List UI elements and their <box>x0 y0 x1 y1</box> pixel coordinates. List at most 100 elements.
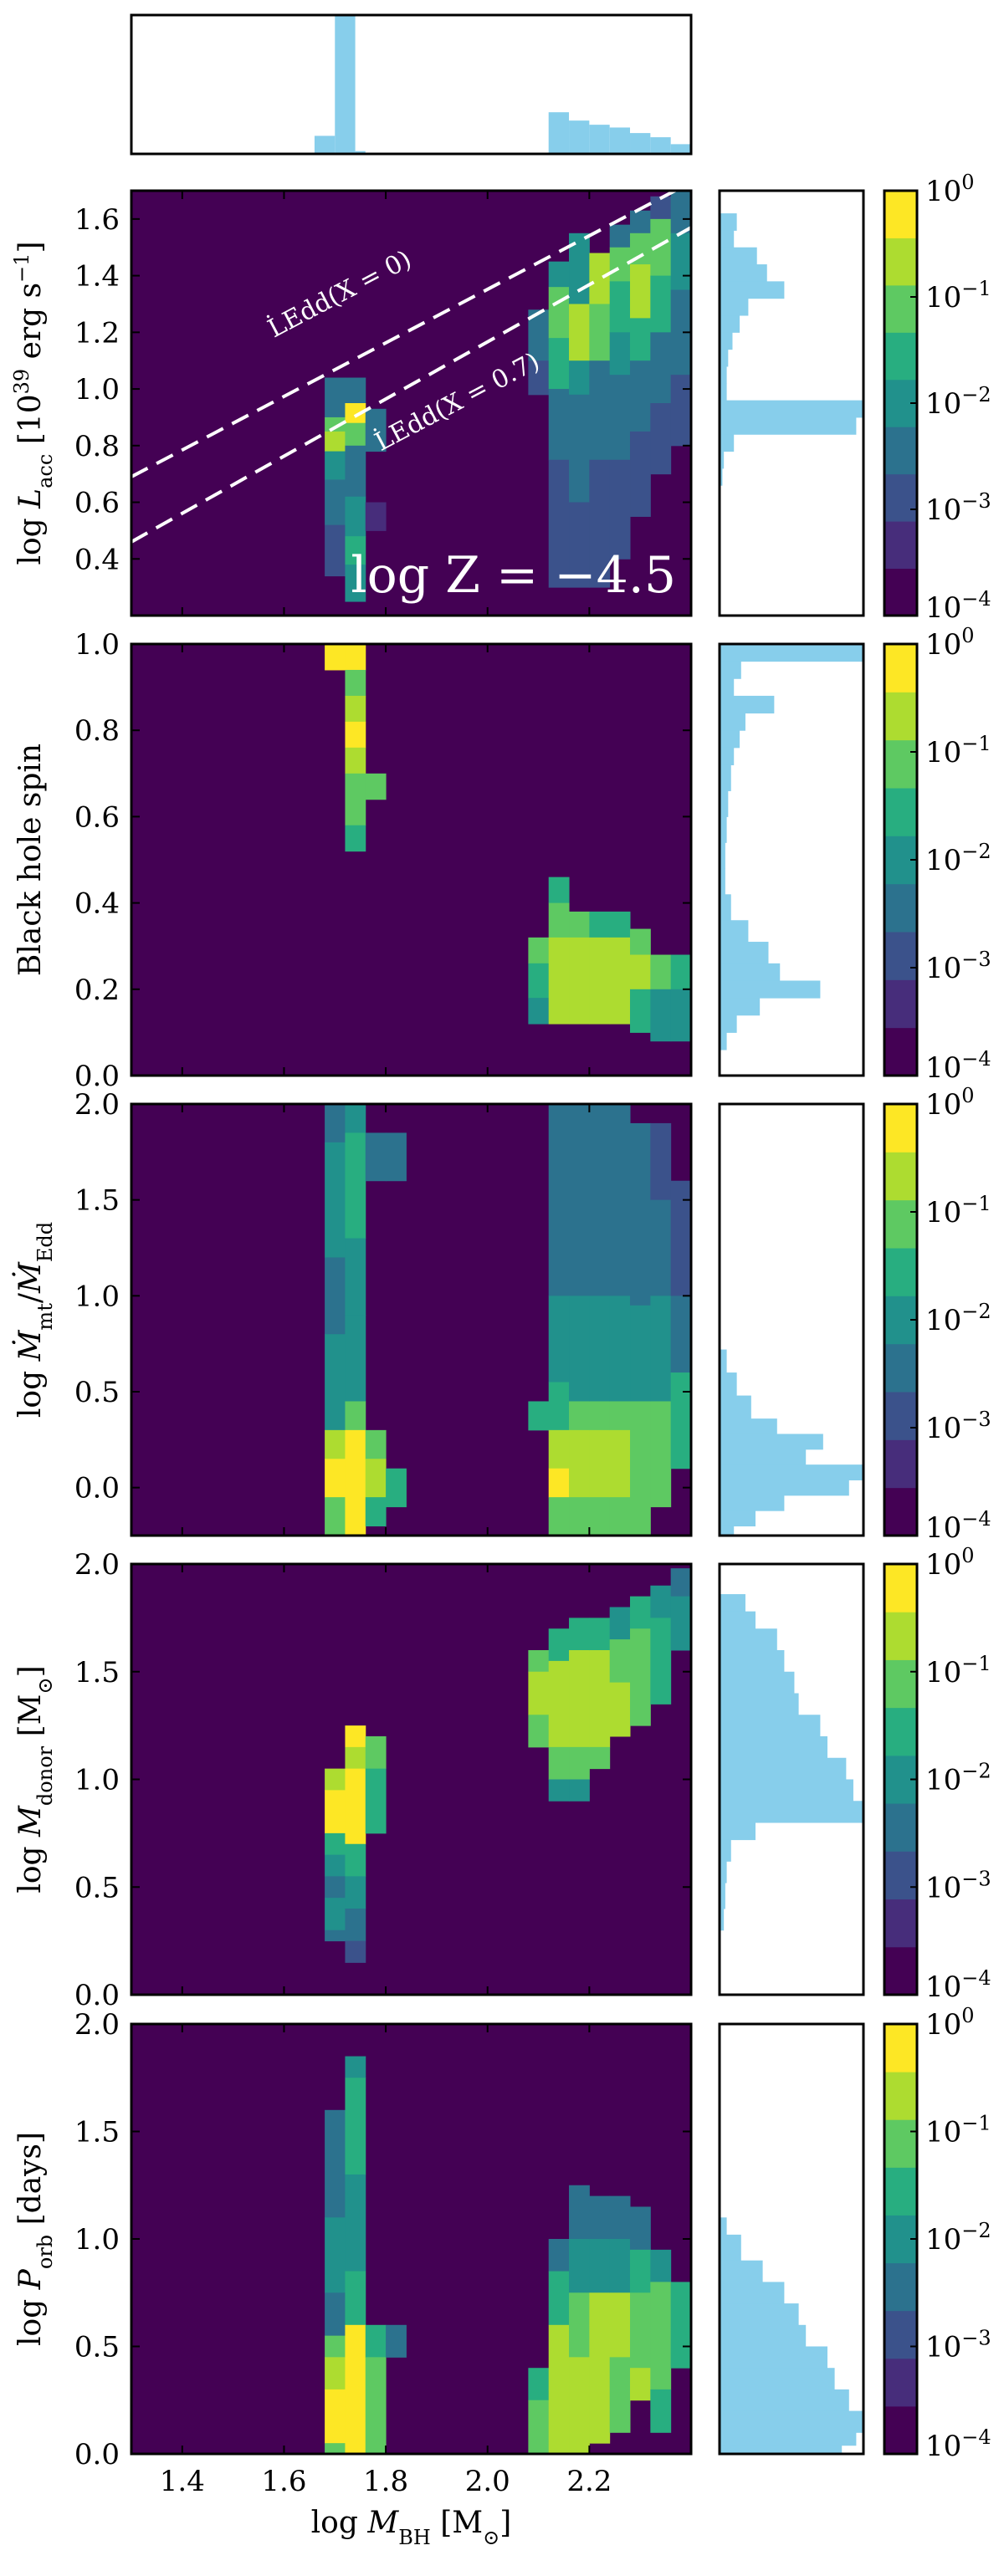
porb-side-histogram-bar-11 <box>720 2445 843 2454</box>
mdonor-side-histogram-bar-6 <box>720 1715 821 1737</box>
mdot-colorbar-tick-label-0: 100 <box>925 1084 975 1122</box>
top-histogram-bar-5 <box>589 125 610 154</box>
mdonor-side-histogram-bar-7 <box>720 1736 827 1759</box>
mdot-colorbar: 100 10−1 10−2 10−3 10−4 <box>883 1084 991 1545</box>
mdot-cell-3 <box>325 1334 346 1431</box>
lacc-cell-41 <box>630 360 651 432</box>
mdonor-ylabel-part-1: M <box>13 1805 48 1837</box>
lacc-cell-12 <box>345 565 366 602</box>
panel-porb: 0.0 0.5 1.0 1.5 2.0 log Porb [days] 100 10−1 10−… <box>13 2004 991 2471</box>
mdonor-ylabel-part-2: donor <box>33 1745 57 1806</box>
mdonor-side-histogram-bar-3 <box>720 1650 785 1673</box>
mdot-ytick-label-2: 1.0 <box>74 1280 120 1313</box>
mdot-side-histogram-bar-7 <box>720 1480 849 1496</box>
porb-colorbar: 100 10−1 10−2 10−3 10−4 <box>883 2004 991 2463</box>
mdonor-side-histogram-bar-11 <box>720 1822 756 1841</box>
lacc-colorbar-tick-label-3: 10−3 <box>925 489 991 527</box>
lacc-cell-32 <box>609 247 631 282</box>
porb-cell-31 <box>609 2292 631 2358</box>
mdonor-side-histogram-bar-10 <box>720 1801 863 1823</box>
spin-side-histogram-bar-0 <box>720 644 863 662</box>
porb-ylabel-part-3: [days] <box>13 2132 48 2235</box>
spin-ytick-label-0: 0.0 <box>74 1060 120 1093</box>
mdot-ytick-label-4: 2.0 <box>74 1088 120 1122</box>
lacc-cell-14 <box>365 502 387 531</box>
spin-cell-8 <box>345 825 366 852</box>
spin-side-histogram-bar-10 <box>720 842 725 869</box>
lacc-colorbar-tick-label-4: 10−4 <box>925 587 991 625</box>
x-tick-label-2: 1.8 <box>363 2465 408 2498</box>
spin-cell-2 <box>345 669 366 697</box>
spin-cell-25 <box>650 954 672 990</box>
spin-cell-21 <box>609 937 631 1025</box>
mdot-colorbar-segment-8 <box>884 1104 917 1153</box>
mdonor-cell-12 <box>345 1909 366 1942</box>
mdot-cell-15 <box>365 1459 387 1498</box>
mdot-side-histogram-bar-8 <box>720 1495 785 1511</box>
lacc-cell-35 <box>609 375 631 461</box>
mdot-cell-40 <box>609 1497 631 1536</box>
porb-side-histogram-bar-8 <box>720 2389 849 2412</box>
mdot-cell-42 <box>630 1199 651 1306</box>
mdonor-cell-0 <box>325 1768 346 1791</box>
porb-ytick-label-2: 1.0 <box>74 2223 120 2257</box>
spin-ytick-label-4: 0.8 <box>74 714 120 748</box>
porb-colorbar-segment-3 <box>884 2262 917 2312</box>
mdonor-ylabel-part-0: log <box>13 1837 48 1894</box>
lacc-colorbar-segment-2 <box>884 473 917 522</box>
mdot-cell-34 <box>589 1429 611 1498</box>
porb-cell-19 <box>548 2324 570 2390</box>
spin-colorbar-segment-6 <box>884 739 917 789</box>
spin-cell-14 <box>548 902 570 938</box>
lacc-cell-4 <box>325 479 346 526</box>
spin-cell-16 <box>569 911 590 938</box>
porb-cell-1 <box>325 2217 346 2293</box>
porb-cell-3 <box>325 2335 346 2358</box>
porb-cell-28 <box>589 2324 611 2444</box>
porb-cell-26 <box>589 2239 611 2293</box>
mdonor-side-histogram-bar-0 <box>720 1594 745 1613</box>
lacc-cell-0 <box>325 377 346 418</box>
porb-cell-20 <box>548 2389 570 2454</box>
mdot-cell-23 <box>548 1429 570 1469</box>
mdot-side-histogram-bar-4 <box>720 1434 823 1450</box>
top-histogram-bar-4 <box>569 120 590 154</box>
spin-cell-5 <box>345 747 366 774</box>
spin-colorbar-tick-label-3: 10−3 <box>925 948 991 985</box>
mdonor-ytick-label-2: 1.0 <box>74 1764 120 1797</box>
porb-cell-6 <box>325 2443 346 2454</box>
lacc-ytick-label-2: 0.8 <box>74 430 120 463</box>
x-axis-label: log MBH [M⊙] <box>311 2506 512 2549</box>
mdot-heatmap-cells <box>325 1104 691 1536</box>
mdot-cell-1 <box>325 1142 346 1258</box>
lacc-colorbar-segment-6 <box>884 284 917 333</box>
mdot-cell-39 <box>609 1429 631 1498</box>
lacc-ylabel-part-7: ] <box>13 242 48 253</box>
mdonor-cell-34 <box>630 1628 651 1726</box>
porb-colorbar-segment-1 <box>884 2358 917 2407</box>
porb-cell-21 <box>569 2185 590 2240</box>
mdonor-side-histogram-bar-9 <box>720 1779 853 1802</box>
lacc-colorbar-tick-label-0: 100 <box>925 171 975 208</box>
spin-side-histogram-bar-1 <box>720 661 741 679</box>
mdonor-cell-13 <box>345 1940 366 1963</box>
spin-side-histogram-bar-5 <box>720 730 740 749</box>
porb-cell-33 <box>630 2206 651 2251</box>
lacc-ylabel-part-6: −1 <box>10 253 33 283</box>
porb-cell-27 <box>589 2292 611 2326</box>
spin-cell-13 <box>548 877 570 904</box>
spin-cell-28 <box>670 989 691 1042</box>
lacc-cell-49 <box>670 233 691 291</box>
mdonor-colorbar-segment-8 <box>884 1564 917 1613</box>
mdonor-colorbar-tick-label-4: 10−4 <box>925 1966 991 2004</box>
spin-colorbar-tick-label-0: 100 <box>925 624 975 662</box>
spin-colorbar-tick-label-2: 10−2 <box>925 840 991 877</box>
spin-ytick-label-2: 0.4 <box>74 887 120 921</box>
mdonor-cell-20 <box>548 1660 570 1748</box>
lacc-frame <box>130 189 693 617</box>
mdot-cell-43 <box>630 1305 651 1402</box>
mdonor-cell-33 <box>630 1596 651 1629</box>
porb-cell-5 <box>325 2389 346 2444</box>
lacc-ytick-label-5: 1.4 <box>74 260 120 294</box>
